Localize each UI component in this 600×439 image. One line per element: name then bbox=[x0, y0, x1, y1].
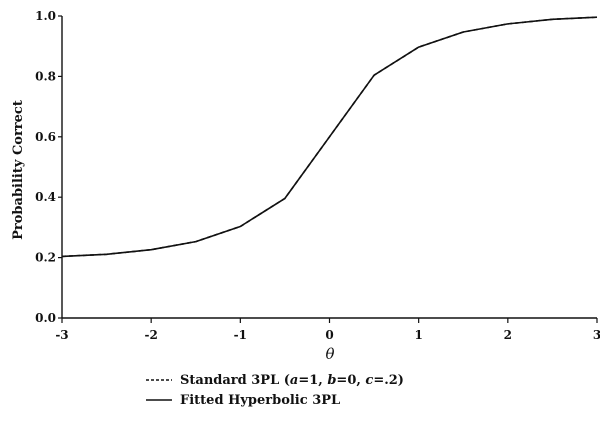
series-line-1 bbox=[61, 16, 598, 258]
y-tick-label: 0.2 bbox=[35, 251, 56, 265]
y-tick-label: 0.6 bbox=[35, 130, 56, 144]
y-tick-label: 0.0 bbox=[35, 311, 56, 325]
x-tick-label: 3 bbox=[593, 328, 600, 342]
x-axis-title: θ bbox=[325, 345, 334, 363]
axes: 0.0 0.2 0.4 0.6 0.8 1.0 -3 -2 -1 0 1 2 3 bbox=[35, 9, 600, 342]
y-tick-label: 0.4 bbox=[35, 190, 56, 204]
x-tick-label: -3 bbox=[55, 328, 68, 342]
x-tick-label: -1 bbox=[234, 328, 247, 342]
legend-label-0: Standard 3PL (a=1, b=0, c=.2) bbox=[180, 373, 404, 388]
legend-label-1: Fitted Hyperbolic 3PL bbox=[180, 393, 340, 408]
legend: Standard 3PL (a=1, b=0, c=.2) Fitted Hype… bbox=[146, 373, 404, 408]
series-layer bbox=[61, 16, 598, 258]
y-tick-label: 1.0 bbox=[35, 9, 56, 23]
x-tick-label: 0 bbox=[325, 328, 333, 342]
x-tick-label: -2 bbox=[144, 328, 157, 342]
y-tick-label: 0.8 bbox=[35, 69, 56, 83]
x-tick-label: 1 bbox=[414, 328, 422, 342]
y-axis-title: Probability Correct bbox=[11, 100, 26, 240]
x-tick-label: 2 bbox=[504, 328, 512, 342]
